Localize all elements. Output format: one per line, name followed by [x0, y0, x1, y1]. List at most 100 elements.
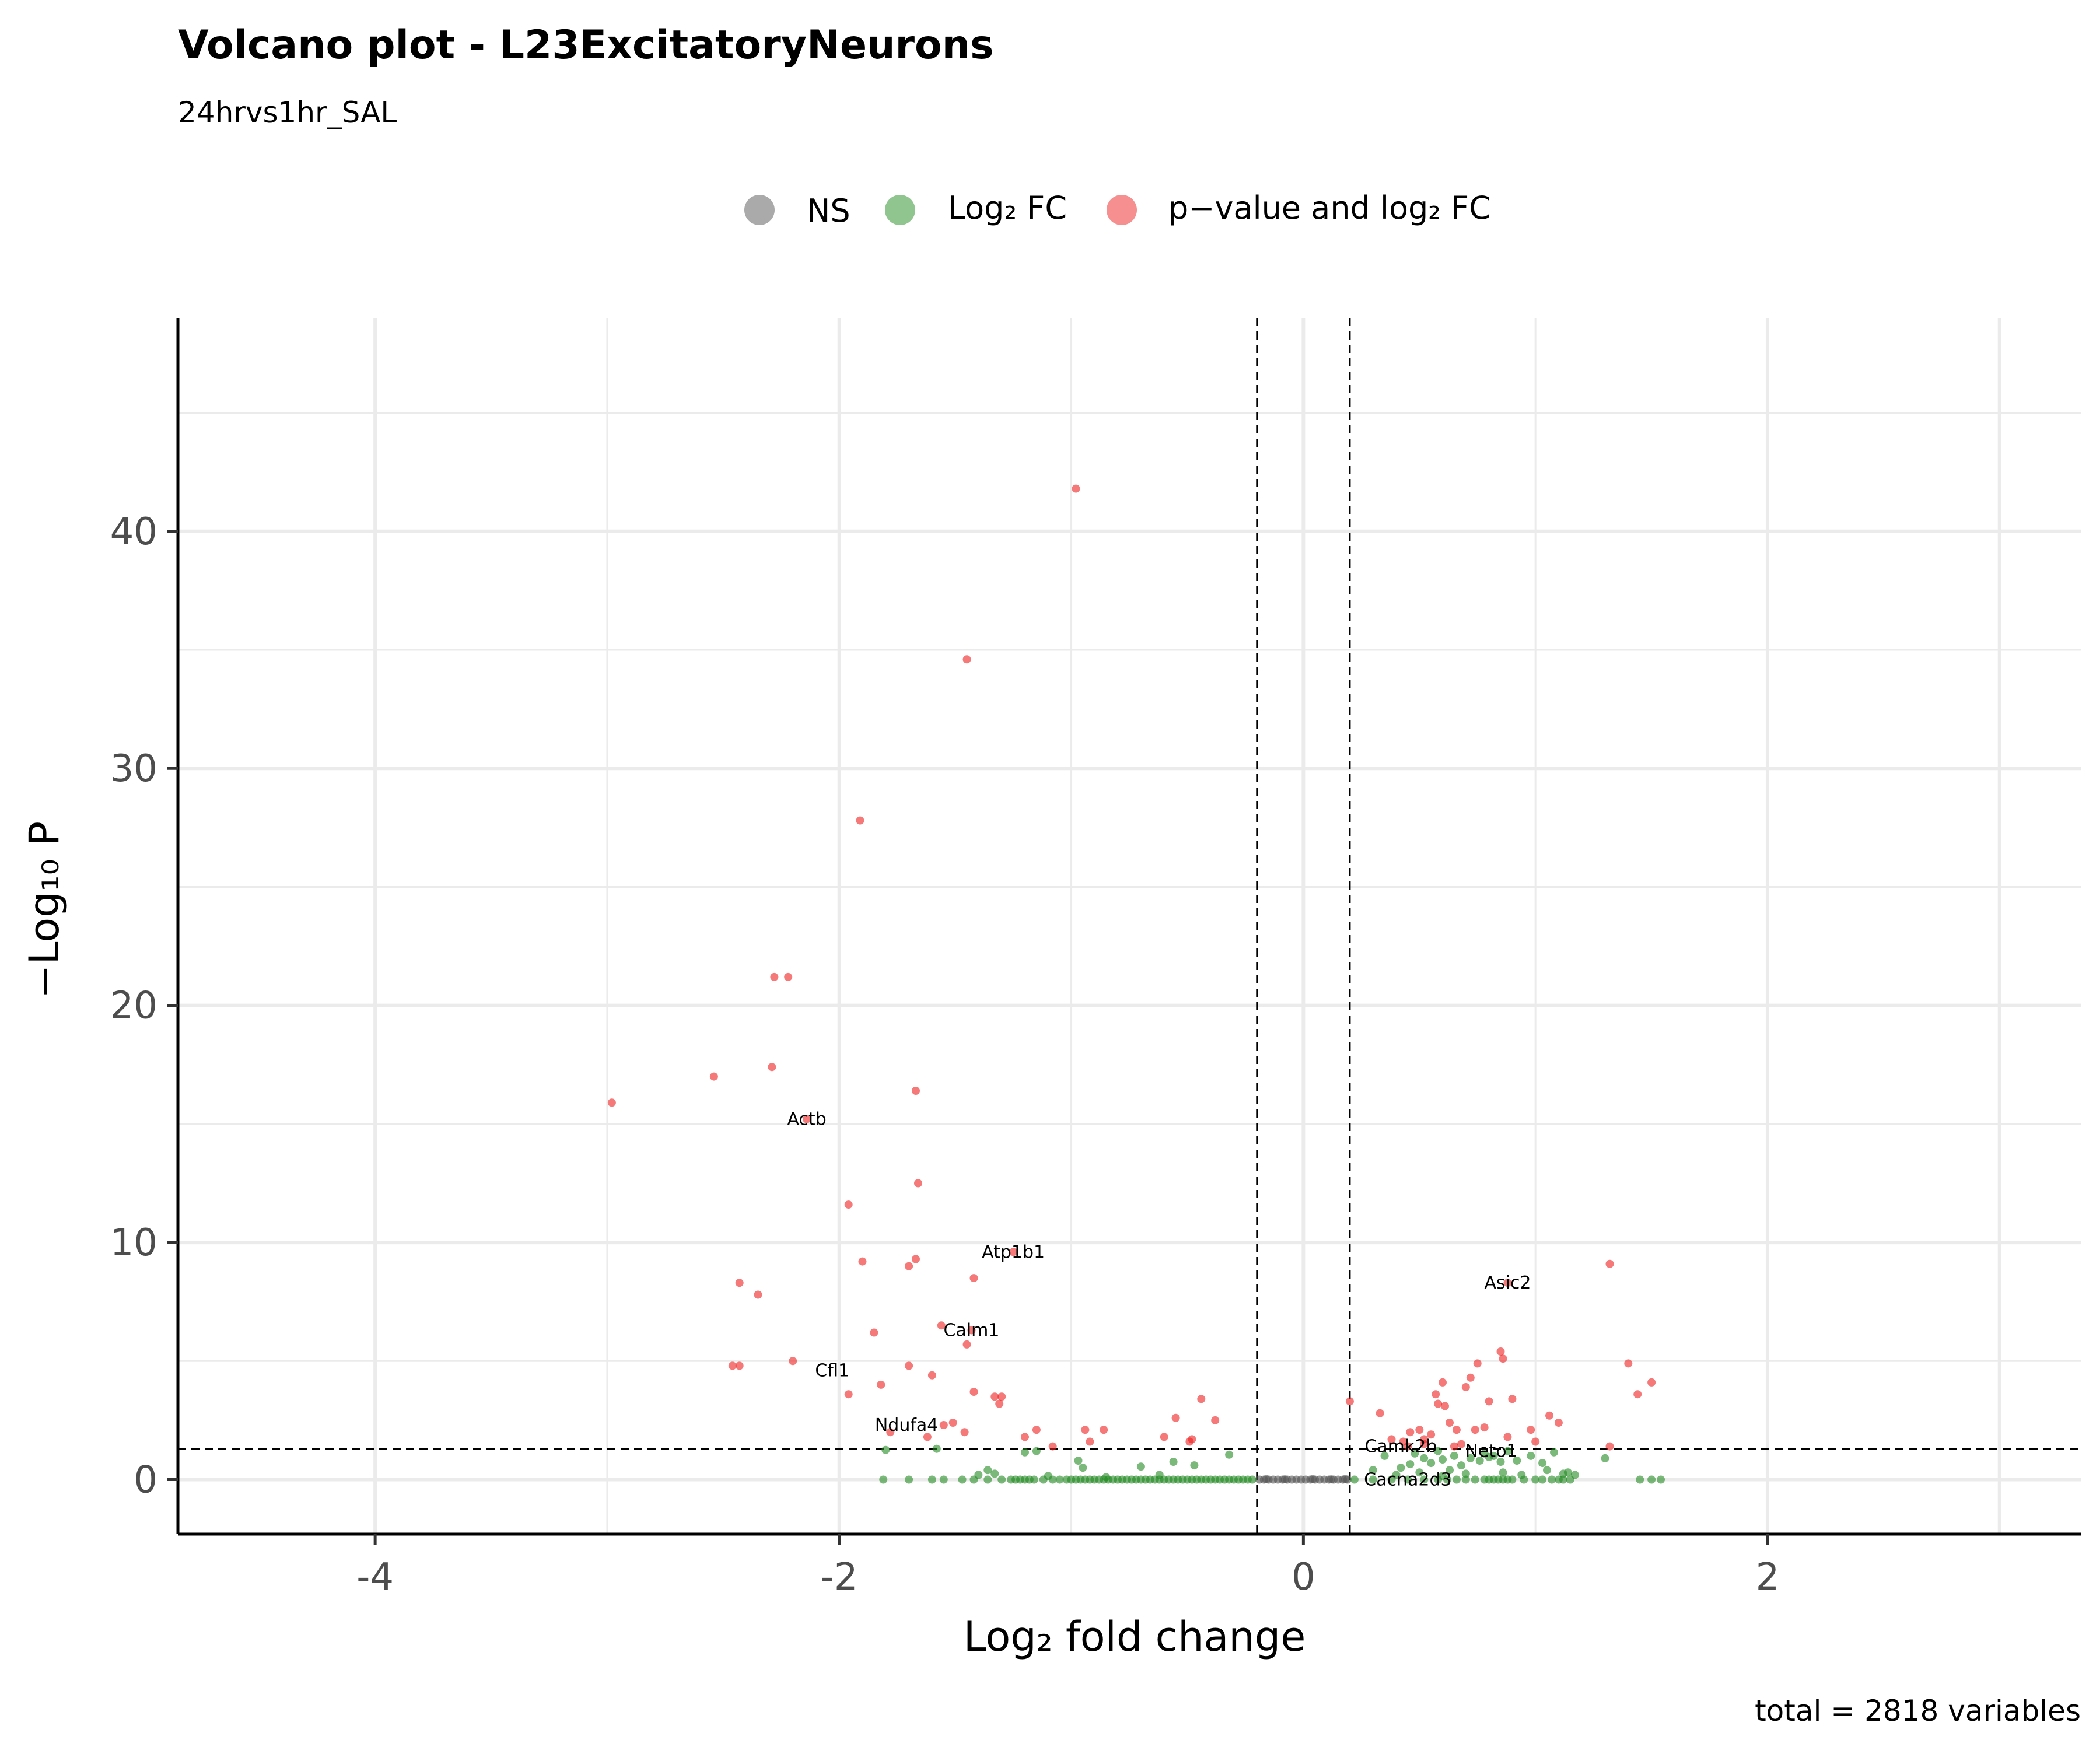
y-tick-label: 30	[110, 747, 158, 790]
point-fc	[1434, 1447, 1443, 1455]
point-p_fc	[1160, 1433, 1168, 1441]
gene-label: Neto1	[1465, 1441, 1518, 1462]
point-fc	[1350, 1475, 1359, 1484]
point-p_fc	[1503, 1433, 1512, 1441]
point-p_fc	[1503, 1279, 1512, 1287]
point-p_fc	[1432, 1390, 1440, 1399]
point-fc	[958, 1475, 967, 1484]
point-p_fc	[1499, 1354, 1507, 1363]
point-p_fc	[905, 1362, 914, 1370]
x-tick-label: 0	[1292, 1556, 1315, 1599]
legend: NS Log₂ FC p−value and log₂ FC	[744, 190, 1491, 229]
point-p_fc	[858, 1257, 867, 1266]
point-fc	[974, 1471, 983, 1479]
y-tick-label: 0	[134, 1459, 158, 1502]
point-fc	[1190, 1461, 1199, 1470]
point-fc	[879, 1475, 888, 1484]
point-p_fc	[1406, 1428, 1415, 1437]
point-p_fc	[995, 1399, 1004, 1408]
point-fc	[1647, 1475, 1656, 1484]
gene-label: Calm1	[944, 1321, 1000, 1341]
point-p_fc	[1072, 484, 1080, 493]
point-p_fc	[1171, 1413, 1180, 1422]
point-fc	[1452, 1475, 1461, 1484]
point-p_fc	[1446, 1419, 1454, 1427]
legend-label-fc: Log₂ FC	[948, 190, 1067, 226]
gene-label: Actb	[787, 1110, 826, 1130]
point-p_fc	[991, 1392, 999, 1401]
point-fc	[1438, 1455, 1447, 1464]
point-fc	[1517, 1471, 1526, 1479]
point-p_fc	[1508, 1395, 1517, 1404]
point-fc	[1657, 1475, 1665, 1484]
point-fc	[1368, 1475, 1377, 1484]
point-ns	[1327, 1475, 1336, 1484]
gene-label: Camk2b	[1364, 1437, 1437, 1457]
point-fc	[1055, 1475, 1064, 1484]
point-p_fc	[877, 1380, 886, 1389]
point-p_fc	[886, 1428, 895, 1437]
point-p_fc	[770, 972, 779, 981]
point-fc	[1570, 1471, 1579, 1479]
y-tick-label: 20	[110, 985, 158, 1028]
point-fc	[1461, 1469, 1470, 1478]
point-p_fc	[1545, 1411, 1553, 1420]
gene-label: Asic2	[1484, 1273, 1531, 1293]
legend-label-ns: NS	[807, 192, 850, 229]
point-fc	[1420, 1475, 1429, 1484]
point-p_fc	[1197, 1395, 1206, 1404]
legend-label-pfc: p−value and log₂ FC	[1168, 190, 1491, 226]
point-fc	[905, 1475, 914, 1484]
plot-area: Actb Atp1b1 Calm1 Cfl1 Ndufa4 Asic2 Camk2b Neto…	[110, 318, 2081, 1599]
cutoff-lines	[178, 318, 2081, 1534]
x-tick-label: -4	[356, 1556, 394, 1599]
x-ticks: -4 -2 0 2	[356, 1534, 1779, 1599]
point-p_fc	[803, 1115, 811, 1124]
y-axis-title: −Log₁₀ P	[20, 821, 68, 999]
point-p_fc	[1624, 1359, 1633, 1368]
point-ns	[1280, 1475, 1289, 1484]
point-fc	[1420, 1454, 1429, 1462]
point-p_fc	[1441, 1402, 1449, 1410]
legend-item-fc: Log₂ FC	[885, 190, 1067, 226]
point-fc	[1079, 1464, 1087, 1472]
point-p_fc	[1081, 1426, 1090, 1434]
gene-label: Atp1b1	[982, 1242, 1045, 1262]
point-fc	[1503, 1447, 1512, 1455]
point-p_fc	[1048, 1442, 1057, 1451]
chart-subtitle: 24hrvs1hr_SAL	[178, 96, 397, 130]
point-p_fc	[1647, 1378, 1656, 1387]
x-tick-label: -2	[821, 1556, 858, 1599]
point-p_fc	[1471, 1426, 1479, 1434]
point-fc	[991, 1469, 999, 1478]
chart-title: Volcano plot - L23ExcitatoryNeurons	[178, 22, 994, 68]
point-fc	[881, 1446, 890, 1454]
point-p_fc	[970, 1274, 978, 1283]
point-p_fc	[1457, 1440, 1465, 1448]
point-fc	[1225, 1450, 1234, 1459]
legend-swatch-fc	[885, 195, 915, 225]
point-p_fc	[1605, 1442, 1614, 1451]
point-p_fc	[709, 1072, 718, 1081]
point-fc	[1461, 1475, 1470, 1484]
point-fc	[1044, 1472, 1052, 1480]
point-p_fc	[939, 1421, 948, 1429]
point-fc	[1548, 1475, 1556, 1484]
point-p_fc	[1461, 1383, 1470, 1391]
point-fc	[1136, 1462, 1145, 1471]
point-p_fc	[1188, 1435, 1196, 1444]
gene-label: Cacna2d3	[1364, 1470, 1451, 1490]
point-p_fc	[789, 1357, 797, 1366]
point-fc	[1636, 1475, 1644, 1484]
point-fc	[1404, 1475, 1412, 1484]
point-p_fc	[1086, 1437, 1094, 1446]
point-fc	[1415, 1468, 1424, 1477]
point-fc	[1102, 1473, 1111, 1482]
point-fc	[1392, 1471, 1401, 1479]
point-fc	[1471, 1475, 1479, 1484]
point-fc	[1538, 1459, 1547, 1468]
point-ns	[1341, 1475, 1349, 1483]
point-p_fc	[1211, 1416, 1220, 1424]
legend-item-pfc: p−value and log₂ FC	[1107, 190, 1491, 226]
point-p_fc	[1434, 1399, 1443, 1408]
